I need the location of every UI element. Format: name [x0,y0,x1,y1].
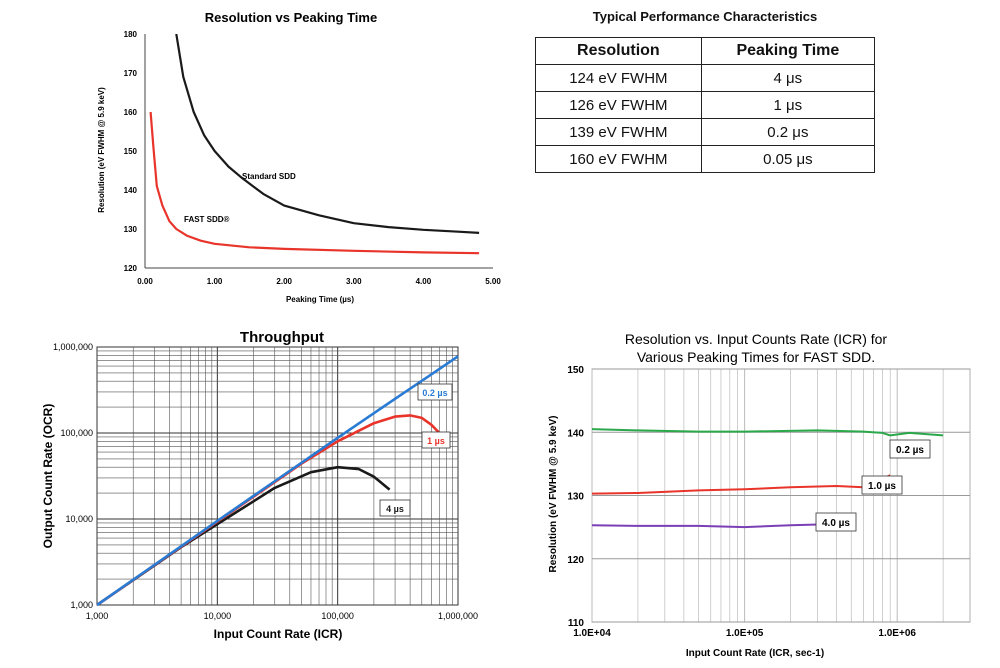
chart3-label-10us: 1.0 µs [868,481,896,492]
table-cell: 160 eV FWHM [535,145,702,173]
chart1-label-fast: FAST SDD® [184,215,230,224]
chart1-y-tick-label: 120 [124,264,138,273]
chart1-x-label: Peaking Time (µs) [286,295,354,304]
table-header-row: Resolution Peaking Time [535,37,876,65]
chart3-y-tick-label: 130 [567,492,584,503]
chart2-label-box-0.2: 0.2 µs [417,383,453,401]
chart3-title-line1: Resolution vs. Input Counts Rate (ICR) f… [625,331,888,347]
chart1-y-tick-label: 140 [124,186,138,195]
resolution-vs-peaking-time-chart: Resolution vs Peaking Time 0.00 1.00 2.00 3… [97,10,501,304]
table-cell: 0.2 μs [700,118,876,146]
chart1-x-tick-label: 0.00 [137,277,153,286]
chart2-x-tick-label: 10,000 [204,611,232,621]
table-row: 124 eV FWHM 4 μs [535,64,876,92]
chart3-label-box-02: 0.2 µs [889,439,931,459]
chart3-x-tick-label: 1.0E+05 [726,628,764,639]
chart1-y-tick-label: 160 [124,108,138,117]
chart1-title: Resolution vs Peaking Time [205,10,377,25]
chart2-label-box-1: 1 µs [421,431,451,449]
chart2-y-tick-label: 1,000 [70,600,93,610]
resolution-vs-icr-chart: Resolution vs. Input Counts Rate (ICR) f… [548,331,971,659]
chart3-y-tick-label: 140 [567,428,584,439]
chart2-x-tick-label: 100,000 [321,611,354,621]
chart2-label-box-4: 4 µs [379,499,411,517]
chart1-series-standard-sdd [175,33,480,234]
table-row: 126 eV FWHM 1 μs [535,91,876,119]
chart2-y-tick-label: 1,000,000 [53,342,93,352]
table-title: Typical Performance Characteristics [592,9,818,24]
chart3-title-line2: Various Peaking Times for FAST SDD. [637,349,875,365]
performance-table: Resolution Peaking Time 124 eV FWHM 4 μs… [535,37,876,173]
chart1-x-tick-label: 1.00 [207,277,223,286]
chart1-y-tick-label: 130 [124,225,138,234]
table-header-resolution: Resolution [535,37,702,65]
chart2-series-0.2us [96,355,459,607]
chart1-y-tick-label: 150 [124,147,138,156]
chart3-x-label: Input Count Rate (ICR, sec-1) [686,648,824,659]
chart3-series-4.0us [591,523,837,529]
chart3-y-tick-label: 150 [567,365,584,376]
table-cell: 124 eV FWHM [535,64,702,92]
chart1-series-fast-sdd [149,111,480,255]
chart1-y-tick-label: 180 [124,30,138,39]
chart2-label-4us: 4 µs [386,504,404,514]
chart3-label-02us: 0.2 µs [896,445,924,456]
table-cell: 139 eV FWHM [535,118,702,146]
chart3-label-40us: 4.0 µs [822,518,850,529]
chart2-label-1us: 1 µs [427,436,445,446]
chart1-x-tick-label: 5.00 [485,277,501,286]
chart1-x-tick-label: 2.00 [276,277,292,286]
throughput-chart: Throughput 1,000 10,000 100,000 1,000,000 1,… [41,329,478,641]
table-cell: 0.05 μs [700,145,876,173]
chart3-x-tick-label: 1.0E+04 [573,628,611,639]
table-row: 139 eV FWHM 0.2 μs [535,118,876,146]
chart3-y-tick-label: 120 [567,555,584,566]
chart3-y-tick-label: 110 [568,618,585,629]
chart3-series-0.2us [591,428,944,437]
chart3-label-box-10: 1.0 µs [861,475,903,495]
chart1-y-tick-label: 170 [124,69,138,78]
chart3-y-label: Resolution (eV FWHM @ 5.9 keV) [548,416,559,573]
chart2-label-02us: 0.2 µs [422,388,447,398]
chart2-x-label: Input Count Rate (ICR) [214,627,343,641]
chart2-x-tick-label: 1,000 [86,611,109,621]
table-header-peaking-time: Peaking Time [700,37,876,65]
table-cell: 4 μs [700,64,876,92]
chart3-series-1.0us [591,474,891,495]
chart2-x-tick-label: 1,000,000 [438,611,478,621]
chart3-label-box-40: 4.0 µs [815,512,857,532]
chart1-x-tick-label: 3.00 [346,277,362,286]
chart2-y-label: Output Count Rate (OCR) [41,404,55,549]
chart1-x-tick-label: 4.00 [416,277,432,286]
chart2-y-tick-label: 100,000 [60,428,93,438]
table-row: 160 eV FWHM 0.05 μs [535,145,876,173]
chart2-title: Throughput [240,329,324,346]
chart1-label-standard: Standard SDD [242,172,296,181]
chart1-y-label: Resolution (eV FWHM @ 5.9 keV) [97,87,106,213]
table-cell: 126 eV FWHM [535,91,702,119]
chart2-y-tick-label: 10,000 [65,514,93,524]
table-cell: 1 μs [700,91,876,119]
chart3-x-tick-label: 1.0E+06 [878,628,916,639]
